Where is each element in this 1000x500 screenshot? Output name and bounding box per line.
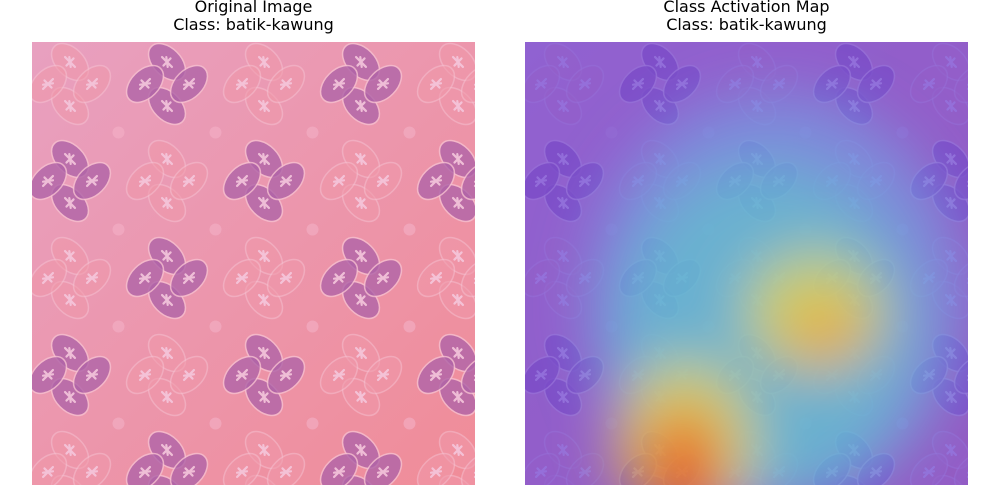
cam-class-label: Class: batik-kawung xyxy=(666,15,827,34)
class-activation-map-image xyxy=(525,42,968,485)
original-batik-image xyxy=(32,42,475,485)
original-image-title-block: Original Image Class: batik-kawung xyxy=(32,0,475,34)
cam-title: Class Activation Map xyxy=(663,0,830,16)
batik-kawung-pattern xyxy=(32,42,475,485)
cam-title-block: Class Activation Map Class: batik-kawung xyxy=(525,0,968,34)
cam-heatmap-overlay xyxy=(525,42,968,485)
original-image-class-label: Class: batik-kawung xyxy=(173,15,334,34)
original-image-title: Original Image xyxy=(194,0,313,16)
